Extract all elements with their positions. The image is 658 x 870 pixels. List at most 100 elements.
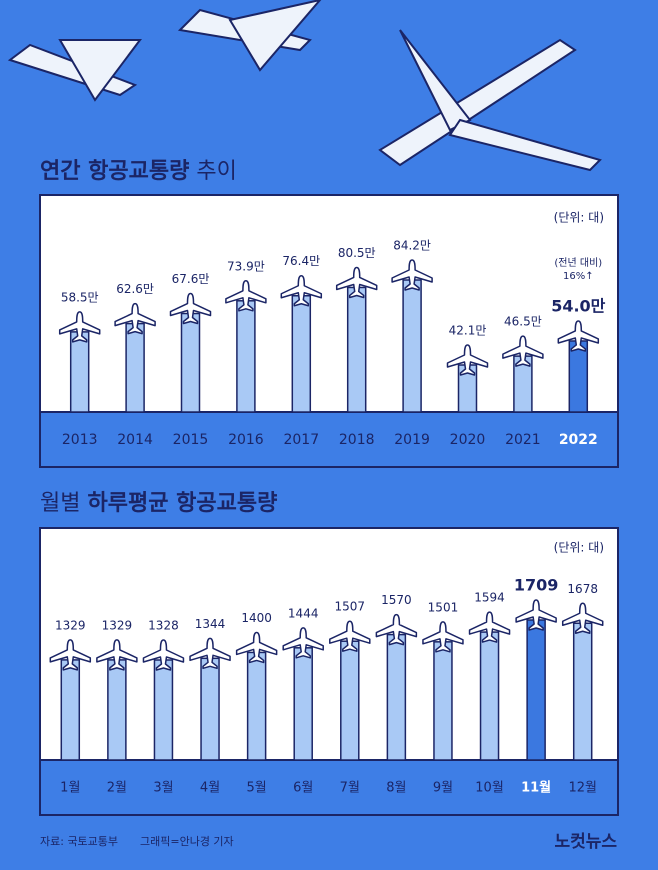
bar — [69, 331, 90, 413]
bar — [236, 300, 256, 413]
bar — [293, 647, 313, 761]
x-tick-label: 3월 — [153, 781, 173, 796]
bar — [180, 312, 201, 413]
value-label: 54.0만 — [551, 296, 605, 315]
x-tick-label: 2014 — [117, 432, 153, 448]
plane-icon — [49, 639, 92, 671]
plane-icon — [235, 631, 278, 664]
bar — [568, 340, 589, 413]
plane-icon — [391, 259, 433, 291]
bar — [107, 659, 127, 761]
plane-icon — [114, 302, 156, 335]
header-illustration — [7, 0, 602, 172]
title-rest: 추이 — [196, 159, 236, 184]
plane-icon — [561, 602, 604, 635]
value-label: 46.5만 — [504, 315, 542, 329]
plane-icon — [282, 627, 324, 659]
plane-icon — [142, 639, 185, 671]
x-tick-label: 2016 — [228, 432, 264, 448]
value-label: 1329 — [102, 618, 133, 632]
value-label: 67.6만 — [172, 272, 210, 286]
value-label: 1501 — [428, 600, 459, 614]
category-band — [41, 412, 617, 466]
x-tick-label: 8월 — [386, 781, 406, 796]
x-tick-label: 2018 — [339, 432, 375, 448]
x-tick-label: 6월 — [293, 781, 313, 796]
title-bold: 하루평균 항공교통량 — [87, 491, 277, 516]
brand: 노컷뉴스 — [554, 832, 617, 852]
value-label: 76.4만 — [282, 254, 320, 268]
x-tick-label: 2022 — [559, 432, 598, 448]
x-tick-label: 10월 — [475, 781, 504, 796]
x-tick-label: 2021 — [505, 432, 541, 448]
x-tick-label: 2월 — [107, 781, 127, 796]
bar — [526, 619, 546, 761]
bar — [433, 641, 453, 761]
category-band — [41, 760, 617, 814]
x-tick-label: 4월 — [200, 781, 220, 796]
value-label: 1329 — [55, 618, 86, 632]
value-label: 1570 — [381, 593, 412, 607]
plane-icon — [422, 621, 464, 653]
bar — [572, 622, 593, 761]
x-tick-label: 1월 — [60, 781, 80, 796]
value-label: 1594 — [474, 591, 505, 605]
plane-icon — [557, 320, 600, 352]
value-label: 62.6만 — [116, 282, 154, 296]
plane-icon — [280, 274, 323, 307]
bar — [346, 286, 367, 413]
bar — [402, 279, 422, 413]
bar — [200, 657, 220, 761]
value-label: 84.2만 — [393, 239, 431, 253]
x-tick-label: 2020 — [450, 432, 486, 448]
bar — [386, 633, 407, 761]
value-label: 80.5만 — [338, 246, 376, 260]
plane-icon — [468, 611, 511, 643]
plane-icon — [225, 280, 267, 312]
bar — [340, 640, 360, 761]
plane-icon — [169, 292, 212, 325]
x-tick-label: 2019 — [394, 432, 430, 448]
x-tick-label: 2015 — [173, 432, 209, 448]
x-tick-label: 2013 — [62, 432, 98, 448]
value-label: 73.9만 — [227, 259, 265, 273]
value-label: 42.1만 — [449, 324, 487, 338]
value-label: 1709 — [514, 576, 559, 595]
plane-icon — [375, 613, 418, 646]
x-tick-label: 11월 — [521, 780, 551, 796]
annotation: 16%↑ — [563, 271, 594, 282]
plane-icon — [502, 335, 544, 367]
plane-icon — [329, 620, 371, 652]
plane-icon — [335, 266, 378, 299]
value-label: 1507 — [335, 600, 366, 614]
unit-label: (단위: 대) — [554, 211, 604, 225]
unit-label: (단위: 대) — [554, 541, 604, 555]
x-tick-label: 9월 — [433, 781, 453, 796]
x-tick-label: 12월 — [568, 781, 597, 796]
plane-icon — [515, 599, 557, 631]
chart-title: 월별 하루평균 항공교통량 — [40, 491, 277, 516]
plane-icon — [189, 637, 231, 670]
value-label: 1678 — [567, 582, 598, 596]
plane-icon — [58, 311, 101, 343]
value-label: 58.5만 — [61, 290, 99, 304]
value-label: 1400 — [241, 611, 272, 625]
value-label: 1328 — [148, 619, 179, 633]
bar — [153, 659, 174, 761]
x-tick-label: 5월 — [247, 781, 267, 796]
x-tick-label: 7월 — [340, 781, 360, 796]
bar — [246, 651, 267, 761]
value-label: 1444 — [288, 606, 319, 620]
bar — [479, 631, 500, 761]
title-rest: 월별 — [40, 491, 80, 516]
annotation: (전년 대비) — [554, 257, 602, 269]
plane-icon — [446, 344, 489, 376]
bar — [125, 322, 145, 413]
value-label: 1344 — [195, 617, 226, 631]
bar — [60, 659, 81, 761]
title-bold: 연간 항공교통량 — [40, 159, 189, 184]
x-tick-label: 2017 — [283, 432, 319, 448]
source: 자료: 국토교통부 — [40, 835, 118, 848]
plane-icon — [96, 639, 138, 671]
